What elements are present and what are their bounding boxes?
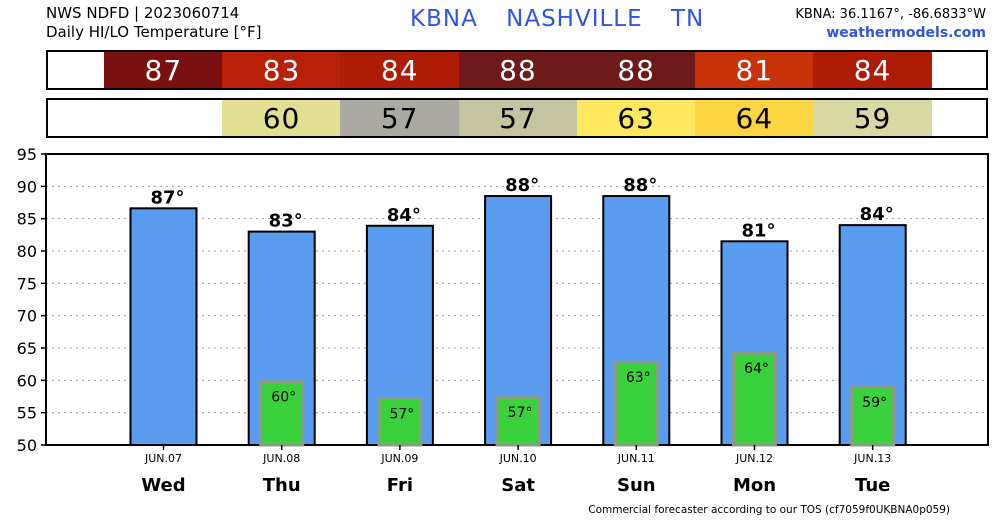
y-tick-label: 80 — [17, 242, 37, 261]
day-label: Fri — [387, 475, 413, 496]
station-coordinates: KBNA: 36.1167°, -86.6833°W — [795, 7, 986, 22]
station-title: KBNA NASHVILLE TN — [410, 6, 724, 32]
day-label: Tue — [855, 475, 890, 496]
site-link[interactable]: weathermodels.com — [826, 25, 986, 41]
day-label: Wed — [141, 475, 185, 496]
lo_strip-cell: 59 — [813, 100, 932, 136]
high-temp-label: 87° — [150, 187, 184, 208]
y-tick-label: 95 — [17, 145, 37, 164]
date-label: JUN.10 — [499, 452, 537, 465]
high-temp-label: 84° — [860, 204, 894, 225]
lo_strip-cell: 64 — [695, 100, 814, 136]
hi_strip-cell: 87 — [104, 52, 223, 88]
lo_strip-cell: 63 — [576, 100, 696, 136]
y-tick-label: 55 — [17, 404, 37, 423]
y-tick-label: 90 — [17, 177, 37, 196]
state-code: TN — [670, 6, 705, 32]
y-tick-label: 85 — [17, 210, 37, 229]
high-temp-label: 88° — [623, 175, 657, 196]
low-temp-label: 57° — [508, 405, 533, 421]
footer-note: Commercial forecaster according to our T… — [588, 504, 950, 516]
day-label: Thu — [263, 475, 301, 496]
model-run-label: NWS NDFD | 2023060714 — [46, 4, 240, 22]
hi_strip-cell: 84 — [813, 52, 932, 88]
low-temp-bar — [377, 396, 423, 447]
y-tick-label: 60 — [17, 371, 37, 390]
hi_strip-cell: 84 — [340, 52, 460, 88]
y-tick-label: 70 — [17, 307, 37, 326]
header-left: NWS NDFD | 2023060714 Daily HI/LO Temper… — [46, 4, 262, 42]
low-temperature-strip: 60 57 57 63 64 59 — [46, 98, 988, 138]
lo_strip-cell — [104, 100, 223, 136]
chart-subtitle: Daily HI/LO Temperature [°F] — [46, 23, 262, 41]
lo_strip-cell: 60 — [222, 100, 341, 136]
high-temp-label: 81° — [741, 220, 775, 241]
low-temp-label: 64° — [744, 361, 769, 377]
station-code: KBNA — [410, 6, 478, 32]
hi_strip-cell: 88 — [576, 52, 696, 88]
high-temperature-strip: 87 83 84 88 88 81 84 — [46, 50, 988, 90]
date-label: JUN.12 — [735, 452, 773, 465]
lo_strip-cell: 57 — [340, 100, 460, 136]
date-label: JUN.07 — [144, 452, 182, 465]
low-temp-label: 63° — [626, 370, 651, 386]
city-name: NASHVILLE — [506, 6, 643, 32]
date-label: JUN.09 — [380, 452, 418, 465]
y-tick-label: 75 — [17, 274, 37, 293]
y-tick-label: 50 — [17, 436, 37, 455]
hi_strip-cell: 88 — [458, 52, 578, 88]
high-temp-label: 88° — [505, 175, 539, 196]
low-temp-label: 60° — [271, 390, 296, 406]
day-label: Mon — [733, 475, 776, 496]
hi_strip-cell: 81 — [695, 52, 814, 88]
date-label: JUN.11 — [617, 452, 655, 465]
date-label: JUN.08 — [262, 452, 300, 465]
low-temp-label: 57° — [389, 406, 414, 422]
y-tick-label: 65 — [17, 339, 37, 358]
date-label: JUN.13 — [853, 452, 891, 465]
day-label: Sun — [617, 475, 656, 496]
day-label: Sat — [501, 475, 535, 496]
low-temp-label: 59° — [862, 395, 887, 411]
high-temp-bar — [129, 207, 198, 446]
hi_strip-cell: 83 — [222, 52, 341, 88]
high-temp-label: 83° — [269, 211, 303, 232]
high-temp-label: 84° — [387, 205, 421, 226]
header-right: KBNA: 36.1167°, -86.6833°W weathermodels… — [795, 5, 986, 43]
lo_strip-cell: 57 — [458, 100, 578, 136]
